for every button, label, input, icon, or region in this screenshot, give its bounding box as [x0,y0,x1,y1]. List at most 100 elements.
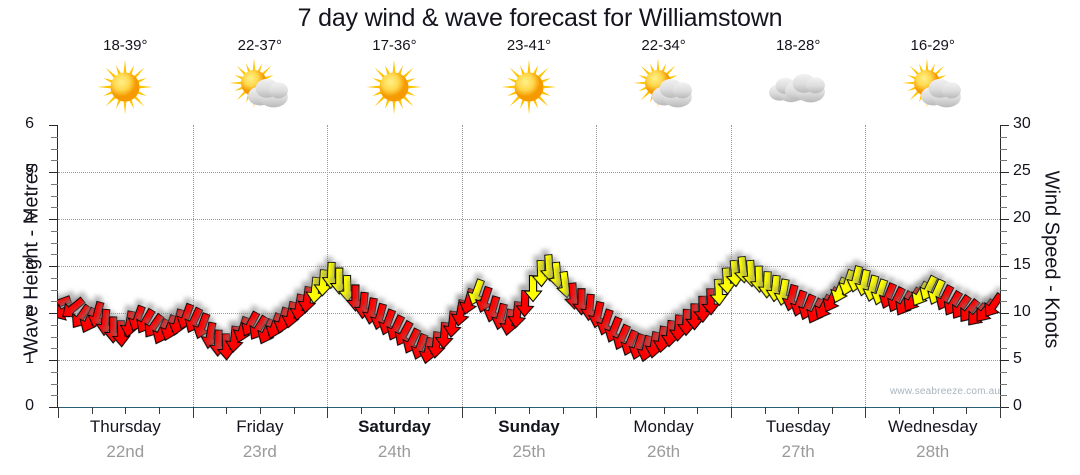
day-footer-monday: Monday 26th [596,414,731,464]
x-axis-tick-major [58,407,59,418]
partly-cloudy-icon [596,56,731,118]
day-temperature-range: 17-36° [372,37,417,54]
day-header-saturday: 17-36° [327,36,462,122]
wind-arrow [709,278,729,307]
day-temperature-range: 16-29° [910,37,955,54]
partly-cloudy-icon [865,56,1000,118]
right-axis-tick-minor [1000,301,1007,303]
day-date-label: 24th [377,442,411,461]
day-footer-strip: Thursday 22nd Friday 23rd Saturday 24th Sun… [58,414,1000,472]
left-axis-tick-minor [51,148,58,150]
right-axis-tick-major [1000,360,1009,361]
x-axis-tick-minor [360,407,362,414]
day-footer-thursday: Thursday 22nd [58,414,193,464]
x-axis-tick-minor [899,407,901,414]
page-title: 7 day wind & wave forecast for Williamst… [297,4,783,32]
day-name-label: Sunday [498,417,560,436]
right-axis-tick-major [1000,266,1009,267]
left-axis-tick-label: 0 [25,397,34,414]
left-axis-tick-major [49,407,58,408]
gridline-horizontal [58,172,1000,173]
left-axis-tick-major [49,125,58,126]
right-axis-tick-minor [1000,207,1007,209]
x-axis-tick-minor [663,407,665,414]
wind-arrow [523,275,543,303]
x-axis-tick-minor [764,407,766,414]
left-axis-tick-minor [51,324,58,326]
day-temperature-range: 18-39° [103,37,148,54]
left-axis-tick-label: 4 [25,209,34,226]
wind-arrow [232,315,251,344]
left-axis-tick-minor [51,289,58,291]
gridline-horizontal [58,360,1000,361]
right-axis-tick-minor [1000,395,1007,397]
left-axis-tick-minor [51,242,58,244]
day-name-label: Tuesday [765,417,831,436]
right-axis-tick-minor [1000,160,1007,162]
x-axis-tick-minor [697,407,699,414]
left-axis-tick-minor [51,136,58,138]
right-axis-tick-minor [1000,336,1007,338]
wind-arrows-svg [58,254,1000,365]
x-axis-tick-minor [125,407,127,414]
day-name-label: Friday [236,417,284,436]
day-name-label: Thursday [89,417,161,436]
right-axis-tick-label: 5 [1013,350,1022,367]
left-axis-tick-label: 3 [25,256,34,273]
gridline-horizontal [58,219,1000,220]
left-axis-tick-label: 5 [25,162,34,179]
x-axis-tick-major [730,407,732,418]
day-footer-saturday: Saturday 24th [327,414,462,464]
right-axis-tick-major [1000,219,1009,220]
day-temperature-range: 23-41° [506,37,552,54]
day-header-wednesday: 16-29° [865,36,1000,122]
day-temperature-range: 22-37° [237,37,283,54]
watermark: www.seabreeze.com.au [890,386,1001,397]
day-footer-wednesday: Wednesday 28th [865,414,1000,464]
x-axis-tick-minor [798,407,800,414]
day-name-label: Saturday [358,417,431,436]
right-axis-tick-label: 10 [1013,303,1031,320]
left-axis-tick-minor [51,395,58,397]
left-axis-tick-label: 1 [25,350,34,367]
left-axis-tick-minor [51,277,58,279]
left-axis-tick-minor [51,301,58,303]
right-axis-tick-minor [1000,242,1007,244]
x-axis-tick-minor [966,407,968,414]
left-axis-tick-minor [51,160,58,162]
day-footer-sunday: Sunday 25th [462,414,597,464]
right-axis-tick-minor [1000,277,1007,279]
gridline-horizontal [58,313,1000,314]
x-axis-tick-minor [495,407,497,414]
wind-arrow [984,291,1000,317]
day-temperature-range: 22-34° [641,37,686,54]
day-header-sunday: 23-41° [462,36,597,122]
day-date-label: 27th [781,442,815,461]
right-axis-tick-major [1000,313,1009,314]
left-axis-tick-minor [51,336,58,338]
right-axis-tick-minor [1000,136,1007,138]
x-axis-tick-minor [629,407,631,414]
x-axis-tick-minor [428,407,430,414]
day-header-tuesday: 18-28° [731,36,866,122]
plot-area [58,125,1000,407]
day-footer-friday: Friday 23rd [193,414,328,464]
gridline-vertical [865,125,867,407]
left-axis-tick-label: 2 [25,303,34,320]
right-axis-tick-major [1000,172,1009,173]
right-axis-tick-minor [1000,348,1007,350]
right-axis-tick-label: 20 [1013,209,1031,226]
day-name-label: Monday [633,417,694,436]
right-axis-tick-label: 15 [1013,256,1031,273]
day-date-label: 28th [916,442,950,461]
x-axis-tick-major [865,407,867,418]
left-axis-tick-label: 6 [25,115,34,132]
right-axis-tick-minor [1000,230,1007,232]
day-header-strip: 18-39° 22-37° 17-36° 23-41° 22-34 [58,36,1000,122]
right-axis-tick-minor [1000,383,1007,385]
day-header-thursday: 18-39° [58,36,193,122]
x-axis-tick-minor [158,407,160,414]
left-axis-tick-minor [51,348,58,350]
wind-arrow-layer [58,125,1000,407]
x-axis-tick-minor [529,407,530,414]
